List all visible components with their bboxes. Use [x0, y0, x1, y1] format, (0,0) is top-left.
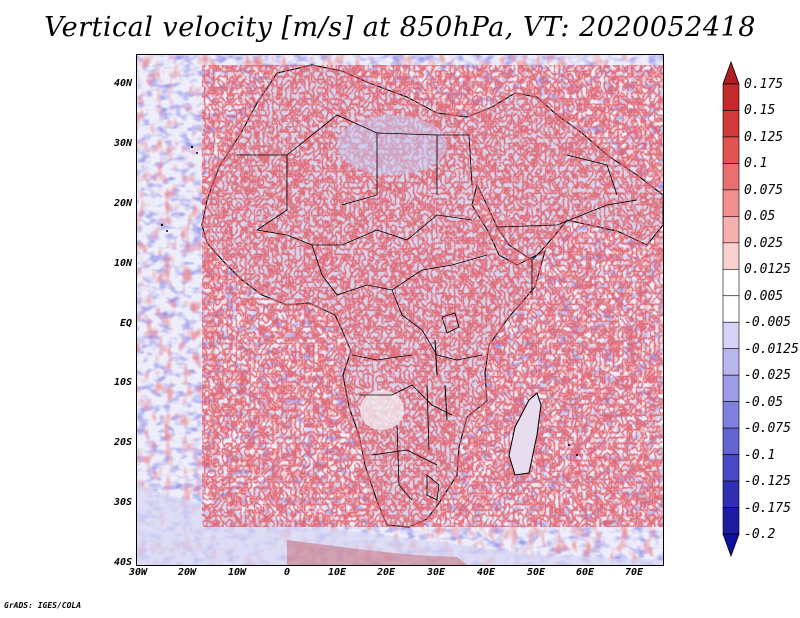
lat-tick-20s: 20S: [113, 437, 132, 448]
africa-landmass: [201, 64, 663, 528]
map-panel[interactable]: [136, 54, 664, 566]
lat-tick-30n: 30N: [113, 138, 132, 149]
colorbar-top-arrow: [722, 60, 740, 85]
lon-tick-40e: 40E: [476, 567, 496, 578]
vertical-velocity-field: [137, 55, 663, 565]
lon-tick-0: 0: [283, 567, 291, 578]
lon-tick-30w: 30W: [128, 567, 148, 578]
colorbar-box: [722, 110, 740, 138]
colorbar-box: [722, 189, 740, 217]
lon-tick-60e: 60E: [575, 567, 595, 578]
lat-tick-10n: 10N: [113, 258, 132, 269]
colorbar-box: [722, 348, 740, 376]
colorbar-box: [722, 427, 740, 455]
lon-tick-10e: 10E: [327, 567, 347, 578]
southern-ocean-band: [137, 485, 663, 565]
lon-tick-70e: 70E: [624, 567, 644, 578]
colorbar-label: -0.075: [744, 421, 791, 437]
colorbar-label: 0.075: [744, 182, 784, 198]
colorbar-label: -0.05: [744, 394, 784, 410]
lat-tick-10s: 10S: [113, 377, 132, 388]
colorbar-box: [722, 374, 740, 402]
colorbar-label: -0.125: [744, 474, 791, 490]
colorbar-box: [722, 480, 740, 508]
lon-tick-20e: 20E: [376, 567, 396, 578]
colorbar-box: [722, 242, 740, 270]
colorbar-label: -0.0125: [744, 341, 799, 357]
lat-tick-20n: 20N: [113, 198, 132, 209]
colorbar-box: [722, 321, 740, 350]
colorbar-label: 0.05: [744, 209, 776, 225]
islands: [160, 145, 578, 456]
colorbar-label: 0.025: [744, 235, 784, 251]
colorbar-label: 0.15: [744, 103, 776, 119]
colorbar-box: [722, 454, 740, 482]
lon-tick-10w: 10W: [227, 567, 247, 578]
colorbar-label: -0.2: [744, 527, 776, 542]
madagascar: [508, 392, 542, 476]
lat-tick-30s: 30S: [113, 497, 132, 508]
grads-credit: GrADS: IGES/COLA: [4, 601, 82, 610]
southern-ocean-updraft: [287, 540, 467, 565]
colorbar-box: [722, 295, 740, 323]
lat-tick-40s: 40S: [113, 557, 132, 568]
colorbar-label: 0.125: [744, 129, 784, 145]
colorbar-box: [722, 216, 740, 244]
colorbar-label: -0.175: [744, 500, 791, 516]
colorbar-box: [722, 507, 740, 535]
lon-tick-50e: 50E: [526, 567, 546, 578]
colorbar-box: [722, 136, 740, 164]
colorbar-bottom-arrow: [722, 533, 740, 558]
lat-tick-40n: 40N: [113, 78, 132, 89]
country-borders: [237, 114, 638, 501]
colorbar-box: [722, 163, 740, 191]
colorbar-label: -0.005: [744, 315, 791, 331]
colorbar-box: [722, 268, 740, 297]
colorbar-label: 0.175: [744, 77, 784, 92]
lon-tick-30e: 30E: [426, 567, 446, 578]
colorbar-box: [722, 401, 740, 429]
colorbar-label: 0.005: [744, 288, 784, 304]
map-title: Vertical velocity [m/s] at 850hPa, VT: 2…: [44, 12, 756, 43]
colorbar-box: [722, 83, 740, 111]
lon-tick-20w: 20W: [177, 567, 197, 578]
lat-tick-eq: EQ: [119, 318, 132, 329]
colorbar-label: -0.1: [744, 447, 776, 463]
colorbar-label: -0.025: [744, 368, 791, 384]
colorbar-label: 0.1: [744, 156, 768, 172]
colorbar-label: 0.0125: [744, 262, 791, 278]
